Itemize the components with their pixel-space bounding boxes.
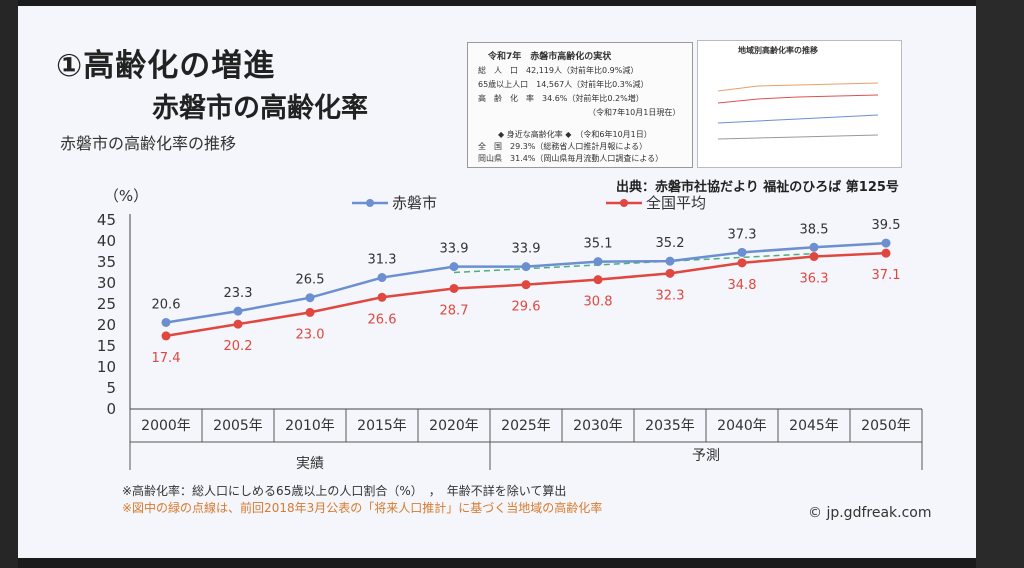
- legend-label: 全国平均: [646, 194, 706, 212]
- x-tick-label: 2045年: [789, 418, 839, 434]
- data-label: 33.9: [440, 242, 469, 257]
- data-point: [881, 248, 891, 258]
- y-tick-label: 5: [106, 379, 116, 397]
- legend-marker: [366, 199, 374, 207]
- y-tick-label: 30: [97, 274, 116, 292]
- info-row: （令和7年10月1日現在）: [588, 108, 681, 117]
- y-tick-label: 0: [106, 400, 116, 418]
- data-point: [233, 306, 243, 316]
- y-tick-label: 15: [97, 337, 116, 355]
- data-label: 29.6: [512, 300, 541, 315]
- watermark: © jp.gdfreak.com: [808, 505, 932, 521]
- info-row: 岡山県 31.4%（岡山県毎月流動人口調査による）: [478, 154, 664, 163]
- data-label: 37.1: [872, 268, 901, 283]
- x-tick-label: 2010年: [285, 418, 335, 434]
- info-row: ◆ 身近な高齢化率 ◆ （令和6年10月1日）: [498, 130, 652, 139]
- slide-title: ①高齢化の増進: [56, 48, 276, 84]
- data-point: [449, 283, 459, 293]
- data-point: [881, 238, 891, 248]
- data-point: [809, 242, 819, 252]
- y-axis-unit: （%）: [104, 187, 148, 205]
- x-tick-label: 2035年: [645, 418, 695, 434]
- data-label: 23.0: [296, 327, 325, 342]
- data-point: [233, 319, 243, 329]
- x-tick-label: 2005年: [213, 418, 263, 434]
- data-point: [737, 247, 747, 257]
- data-label: 32.3: [656, 288, 685, 303]
- y-tick-label: 35: [97, 253, 116, 271]
- x-tick-label: 2015年: [357, 418, 407, 434]
- data-point: [377, 292, 387, 302]
- data-label: 33.9: [512, 242, 541, 257]
- slide-subtitle: 赤磐市の高齢化率: [152, 93, 368, 124]
- data-point: [305, 307, 315, 317]
- y-tick-label: 10: [97, 358, 116, 376]
- data-label: 28.7: [440, 303, 469, 318]
- info-row: 全 国 29.3%（総務省人口推計月報による）: [478, 142, 648, 151]
- y-tick-label: 25: [97, 295, 116, 313]
- legend-marker: [620, 199, 628, 207]
- data-point: [521, 280, 531, 290]
- y-tick-label: 45: [97, 211, 116, 229]
- data-label: 39.5: [872, 218, 901, 233]
- info-row: 65歳以上人口 14,567人（対前年比0.3%減）: [478, 80, 649, 89]
- group-label-forecast: 予測: [692, 448, 720, 464]
- data-label: 20.2: [224, 339, 253, 354]
- data-point: [521, 262, 531, 272]
- footnote-green-line: ※図中の緑の点線は、前回2018年3月公表の「将来人口推計」に基づく当地域の高齢…: [122, 501, 603, 515]
- data-label: 23.3: [224, 286, 253, 301]
- data-point: [377, 273, 387, 283]
- mini-chart-title: 地域別高齢化率の推移: [738, 46, 818, 55]
- info-row: 高 齢 化 率 34.6%（対前年比0.2%増）: [478, 94, 644, 103]
- data-point: [665, 256, 675, 266]
- data-point: [809, 252, 819, 262]
- legend-label: 赤磐市: [392, 194, 437, 212]
- info-row: 総 人 口 42,119人（対前年比0.9%減）: [478, 66, 639, 75]
- data-label: 31.3: [368, 253, 397, 268]
- data-point: [737, 258, 747, 268]
- data-label: 20.6: [152, 297, 181, 312]
- data-label: 35.2: [656, 236, 685, 251]
- x-tick-label: 2025年: [501, 418, 551, 434]
- data-point: [161, 317, 171, 327]
- mini-chart-graphic: [717, 82, 879, 140]
- x-tick-label: 2020年: [429, 418, 479, 434]
- data-label: 34.8: [728, 278, 757, 293]
- x-tick-label: 2030年: [573, 418, 623, 434]
- data-label: 26.6: [368, 312, 397, 327]
- data-label: 30.8: [584, 295, 613, 310]
- data-point: [593, 257, 603, 267]
- data-label: 17.4: [152, 351, 181, 366]
- y-tick-label: 20: [97, 316, 116, 334]
- right-frame: [976, 0, 1024, 568]
- footnote-definition: ※高齢化率：総人口にしめる65歳以上の人口割合（%） ， 年齢不詳を除いて算出: [122, 484, 567, 498]
- x-tick-label: 2050年: [861, 418, 911, 434]
- green-dashed-projection-line: [453, 252, 815, 274]
- chart-source: 出典：赤磐市社協だより 福祉のひろば 第125号: [616, 180, 899, 195]
- data-label: 26.5: [296, 273, 325, 288]
- data-point: [593, 275, 603, 285]
- data-label: 36.3: [800, 272, 829, 287]
- section-label: 赤磐市の高齢化率の推移: [60, 134, 237, 153]
- left-frame: [0, 0, 18, 568]
- data-label: 38.5: [800, 222, 829, 237]
- x-tick-label: 2000年: [141, 418, 191, 434]
- data-point: [449, 262, 459, 272]
- info-box: 令和7年 赤磐市高齢化の実状 総 人 口 42,119人（対前年比0.9%減） …: [467, 42, 693, 168]
- y-tick-label: 40: [97, 232, 116, 250]
- data-point: [665, 268, 675, 278]
- data-label: 37.3: [728, 227, 757, 242]
- data-point: [305, 293, 315, 303]
- group-label-actual: 実績: [296, 456, 324, 472]
- mini-chart: 地域別高齢化率の推移: [697, 40, 902, 168]
- data-point: [161, 331, 171, 341]
- data-label: 35.1: [584, 237, 613, 252]
- info-box-title: 令和7年 赤磐市高齢化の実状: [488, 52, 612, 62]
- x-tick-label: 2040年: [717, 418, 767, 434]
